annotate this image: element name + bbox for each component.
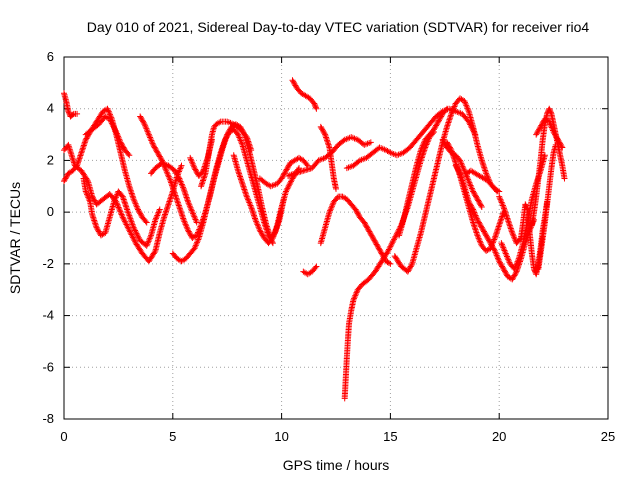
data-series-arc4 bbox=[80, 175, 163, 249]
y-tick-label: 6 bbox=[47, 49, 54, 64]
data-series-arc16 bbox=[317, 193, 394, 267]
data-series-arc21 bbox=[396, 105, 450, 239]
y-tick-label: 4 bbox=[47, 101, 54, 116]
x-axis-label: GPS time / hours bbox=[283, 457, 390, 473]
chart-title: Day 010 of 2021, Sidereal Day-to-day VTE… bbox=[87, 19, 590, 35]
data-series-arc10 bbox=[187, 136, 215, 179]
y-tick-label: -6 bbox=[42, 359, 54, 374]
data-series-arc13 bbox=[256, 154, 311, 190]
x-tick-label: 15 bbox=[383, 429, 397, 444]
y-tick-label: 0 bbox=[47, 204, 54, 219]
data-series-arc11 bbox=[230, 152, 303, 247]
x-tick-label: 5 bbox=[169, 429, 176, 444]
x-tick-label: 25 bbox=[601, 429, 615, 444]
data-series-arc12 bbox=[289, 77, 320, 112]
data-series-arc29 bbox=[533, 116, 566, 151]
data-series-arc3 bbox=[61, 105, 150, 226]
data-points bbox=[61, 77, 568, 402]
y-tick-label: 2 bbox=[47, 152, 54, 167]
y-tick-label: -4 bbox=[42, 308, 54, 323]
data-series-arc15 bbox=[300, 263, 320, 278]
axis-ticks: 0 5 10 15 20 25 -8 -6 -4 -2 0 2 4 6 bbox=[42, 49, 615, 444]
data-series-arc1 bbox=[61, 90, 81, 120]
data-series-arc7 bbox=[148, 160, 200, 226]
x-tick-label: 10 bbox=[274, 429, 288, 444]
data-series-arc17 bbox=[317, 123, 339, 192]
data-series-arc30 bbox=[535, 141, 559, 273]
x-tick-label: 20 bbox=[492, 429, 506, 444]
data-series-arc8 bbox=[169, 126, 276, 265]
data-series-arc25 bbox=[463, 167, 501, 195]
data-series-arc20 bbox=[391, 95, 503, 275]
plot-frame bbox=[63, 56, 609, 420]
grid-lines bbox=[64, 57, 608, 419]
data-series-arc5 bbox=[82, 113, 133, 159]
y-tick-label: -8 bbox=[42, 411, 54, 426]
data-series-arc14 bbox=[285, 134, 374, 179]
y-axis-label: SDTVAR / TECUs bbox=[7, 182, 23, 294]
x-tick-label: 0 bbox=[60, 429, 67, 444]
y-tick-label: -2 bbox=[42, 256, 54, 271]
